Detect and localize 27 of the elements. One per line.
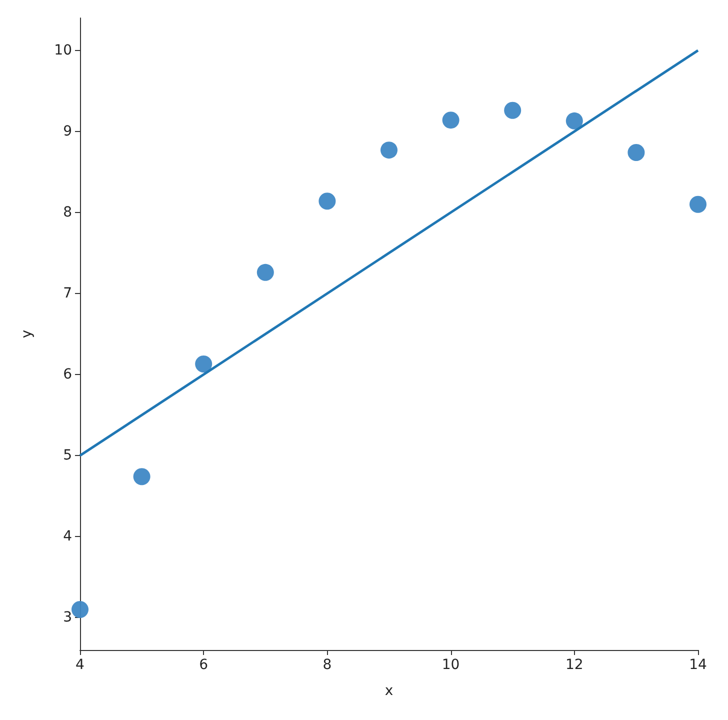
point bbox=[504, 102, 522, 119]
point bbox=[690, 196, 706, 213]
point bbox=[195, 355, 212, 372]
point bbox=[256, 264, 274, 281]
x-tick-label: 8 bbox=[322, 657, 332, 673]
x-tick-label: 4 bbox=[76, 657, 85, 673]
y-tick-label: 3 bbox=[63, 610, 72, 626]
point bbox=[628, 144, 645, 161]
x-axis-title: x bbox=[384, 683, 394, 699]
y-axis-title: y bbox=[19, 330, 35, 338]
y-tick-label: 9 bbox=[63, 123, 72, 140]
y-tick-label: 6 bbox=[63, 366, 72, 383]
y-tick-label: 5 bbox=[63, 448, 72, 464]
x-tick-label: 6 bbox=[199, 657, 208, 673]
point bbox=[133, 468, 150, 486]
y-tick-label: 10 bbox=[54, 42, 72, 58]
x-tick-label: 12 bbox=[565, 657, 584, 673]
y-tick-label: 7 bbox=[63, 285, 72, 302]
x-tick-label: 10 bbox=[442, 657, 460, 673]
point bbox=[380, 142, 398, 159]
x-tick-label: 14 bbox=[689, 657, 707, 673]
point bbox=[72, 600, 88, 618]
point bbox=[442, 112, 460, 129]
point bbox=[318, 192, 336, 210]
y-tick-label: 8 bbox=[63, 204, 72, 220]
y-tick-label: 4 bbox=[63, 528, 72, 545]
point bbox=[566, 112, 583, 130]
